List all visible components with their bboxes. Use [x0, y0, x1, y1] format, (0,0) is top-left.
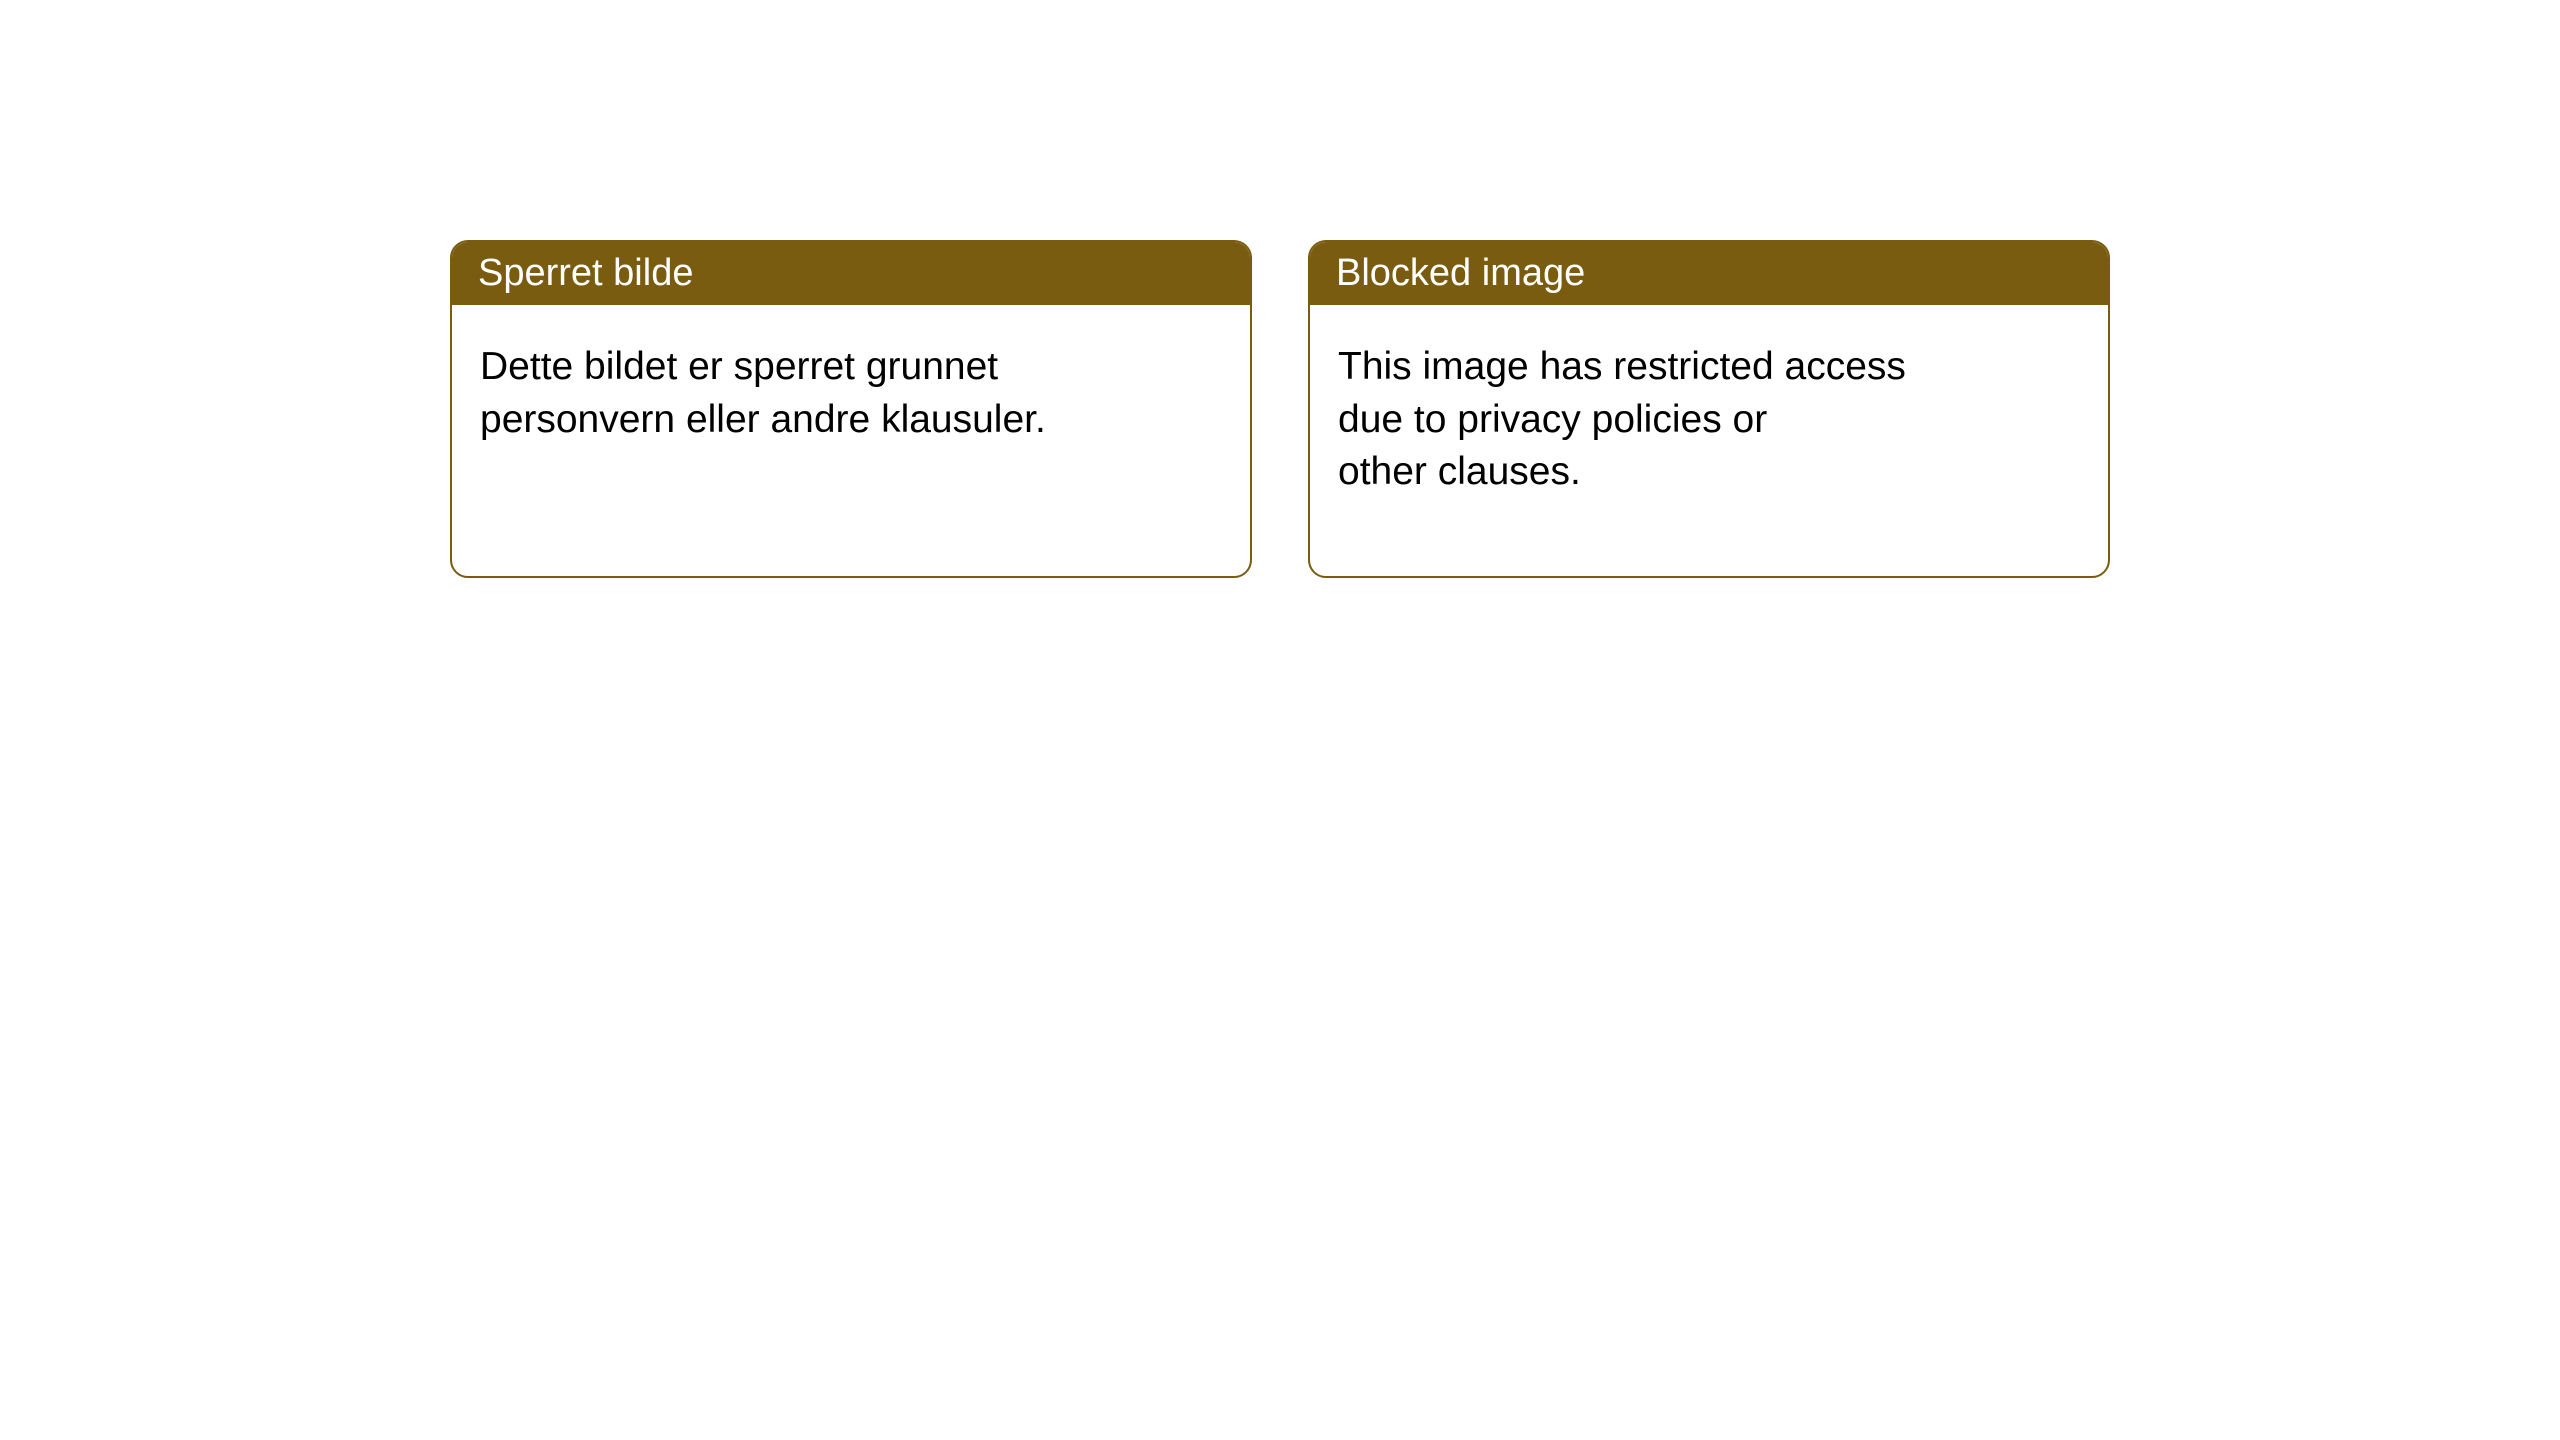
notice-container: Sperret bilde Dette bildet er sperret gr…	[450, 240, 2110, 578]
card-header: Blocked image	[1310, 242, 2108, 305]
card-body: Dette bildet er sperret grunnet personve…	[452, 305, 1250, 482]
notice-card-norwegian: Sperret bilde Dette bildet er sperret gr…	[450, 240, 1252, 578]
card-header: Sperret bilde	[452, 242, 1250, 305]
notice-card-english: Blocked image This image has restricted …	[1308, 240, 2110, 578]
card-body: This image has restricted access due to …	[1310, 305, 2108, 535]
